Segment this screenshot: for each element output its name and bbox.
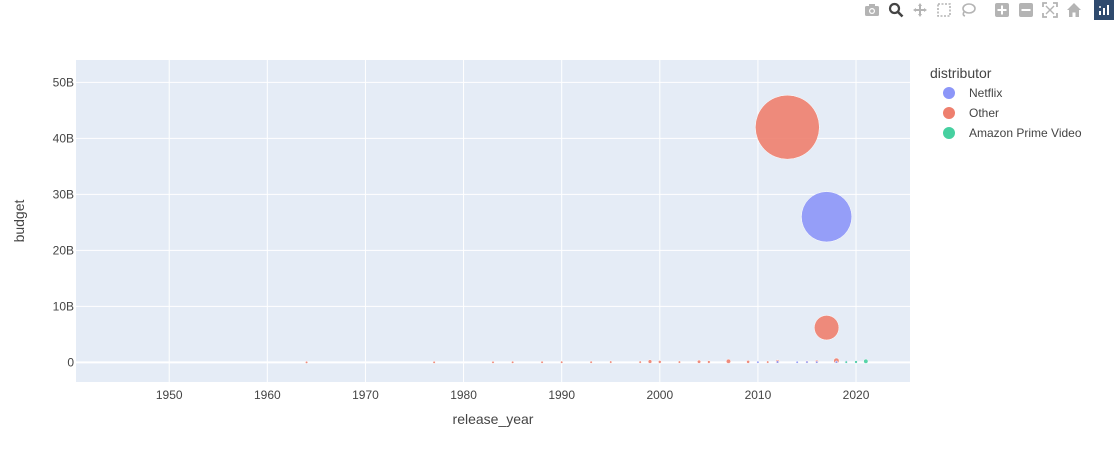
legend-title: distributor	[930, 65, 992, 81]
bubble-other[interactable]	[432, 360, 436, 364]
reset-axes-icon[interactable]	[1064, 0, 1084, 20]
zoom-icon[interactable]	[886, 0, 906, 20]
bubble-other[interactable]	[511, 360, 515, 364]
bubble-other[interactable]	[707, 360, 711, 364]
bubble-netflix[interactable]	[775, 360, 780, 364]
bubble-other[interactable]	[755, 94, 820, 160]
autoscale-icon[interactable]	[1040, 0, 1060, 20]
bubble-other[interactable]	[647, 359, 653, 364]
lasso-select-icon[interactable]	[958, 0, 978, 20]
y-tick-labels: 0 10B 20B 30B 40B 50B	[53, 75, 75, 369]
bubble-other[interactable]	[491, 360, 495, 364]
x-axis-title: release_year	[453, 411, 534, 427]
legend-item-other[interactable]: Other	[943, 106, 999, 120]
bubble-amazon-prime-video[interactable]	[844, 360, 848, 364]
legend-item-netflix[interactable]: Netflix	[943, 86, 1002, 100]
y-tick-label: 40B	[53, 131, 74, 145]
x-tick-label: 2010	[745, 388, 772, 402]
x-tick-label: 1970	[352, 388, 379, 402]
x-tick-label: 1990	[548, 388, 575, 402]
y-tick-label: 20B	[53, 243, 74, 257]
bubble-other[interactable]	[305, 360, 309, 364]
bubble-other[interactable]	[726, 358, 731, 364]
bubble-other[interactable]	[560, 360, 564, 364]
legend-label: Amazon Prime Video	[969, 126, 1082, 140]
bubble-other[interactable]	[697, 359, 702, 364]
legend-label: Other	[969, 106, 999, 120]
y-tick-label: 30B	[53, 187, 74, 201]
bubble-netflix[interactable]	[756, 360, 760, 364]
x-gridlines	[168, 60, 857, 382]
bubble-other[interactable]	[638, 360, 642, 364]
y-axis-title: budget	[11, 199, 27, 242]
x-tick-label: 1960	[254, 388, 281, 402]
y-tick-label: 50B	[53, 75, 74, 89]
bubble-netflix[interactable]	[815, 360, 819, 364]
y-tick-label: 10B	[53, 299, 74, 313]
zoom-out-icon[interactable]	[1016, 0, 1036, 20]
bubble-amazon-prime-video[interactable]	[854, 360, 858, 364]
legend: Netflix Other Amazon Prime Video	[943, 86, 1082, 140]
x-tick-labels: 1950 1960 1970 1980 1990 2000 2010 2020	[156, 388, 870, 402]
legend-item-amazon-prime-video[interactable]: Amazon Prime Video	[943, 126, 1082, 140]
legend-label: Netflix	[969, 86, 1002, 100]
camera-icon[interactable]	[862, 0, 882, 20]
bubble-other[interactable]	[766, 360, 770, 364]
data-markers	[305, 94, 869, 364]
bubble-other[interactable]	[814, 315, 840, 341]
bubble-other[interactable]	[658, 360, 662, 364]
bubble-other[interactable]	[746, 360, 750, 364]
bubble-other[interactable]	[589, 360, 593, 364]
plotly-logo-icon[interactable]	[1094, 0, 1114, 20]
legend-marker	[943, 107, 955, 119]
box-select-icon[interactable]	[934, 0, 954, 20]
legend-marker	[943, 127, 955, 139]
bubble-other[interactable]	[540, 360, 544, 364]
x-tick-label: 2000	[646, 388, 673, 402]
bubble-amazon-prime-video[interactable]	[863, 358, 869, 364]
bubble-other[interactable]	[677, 360, 681, 364]
plot-modebar	[860, 0, 1114, 20]
bubble-netflix[interactable]	[805, 360, 809, 364]
bubble-netflix[interactable]	[795, 360, 799, 364]
zoom-in-icon[interactable]	[992, 0, 1012, 20]
bubble-netflix[interactable]	[801, 191, 853, 243]
x-tick-label: 2020	[843, 388, 870, 402]
bubble-other[interactable]	[609, 360, 613, 364]
x-tick-label: 1950	[156, 388, 183, 402]
pan-icon[interactable]	[910, 0, 930, 20]
legend-marker	[943, 87, 955, 99]
x-tick-label: 1980	[450, 388, 477, 402]
y-tick-label: 0	[67, 355, 74, 369]
bubble-netflix[interactable]	[834, 360, 838, 364]
